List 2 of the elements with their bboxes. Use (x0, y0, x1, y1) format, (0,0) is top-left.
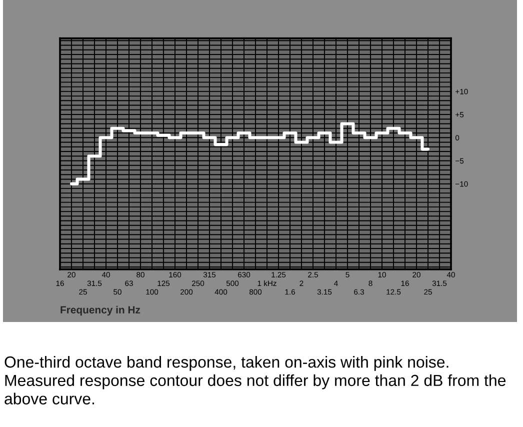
x-axis-title: Frequency in Hz (60, 306, 140, 316)
text: One-third octave band response, taken on-axis with pink noise. Measured response contour does not differ by more than 2 dB from the above curve. (4, 356, 506, 404)
